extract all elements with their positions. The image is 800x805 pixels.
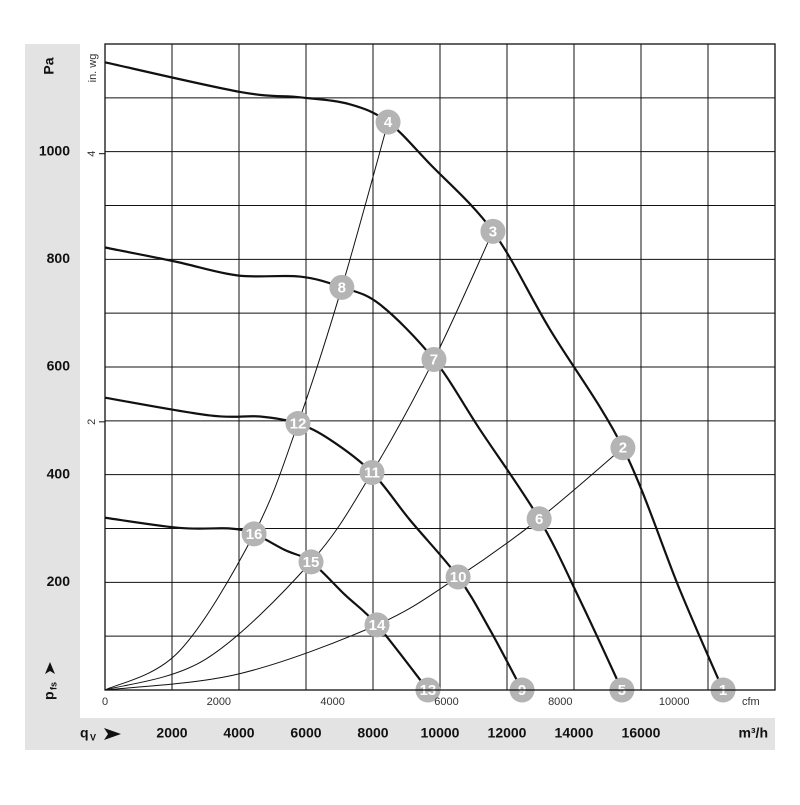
y-tick-label: 400: [47, 465, 71, 481]
fan-curve: [104, 516, 429, 691]
x-tick-label: 2000: [156, 725, 187, 741]
x2-unit-label: cfm: [742, 696, 760, 708]
operating-point-label: 12: [290, 415, 307, 432]
x2-tick-label: 8000: [548, 696, 572, 708]
system-curve: [104, 447, 624, 691]
x2-tick-label: 4000: [320, 696, 344, 708]
x-tick-label: 4000: [223, 725, 254, 741]
operating-point-label: 11: [364, 464, 380, 481]
system-curve: [104, 121, 389, 691]
x-tick-label: 14000: [555, 725, 594, 741]
operating-point-label: 8: [338, 279, 346, 296]
x-tick-label: 10000: [421, 725, 460, 741]
labels: Pa in. wg p fs q V m³/h cfm 200 400 600 800…: [39, 54, 768, 743]
operating-point: [375, 109, 401, 135]
operating-point: [364, 612, 390, 638]
operating-point: [329, 274, 355, 300]
x-quantity-symbol: q: [80, 725, 89, 741]
operating-point: [421, 346, 447, 372]
operating-point-label: 7: [430, 351, 438, 368]
operating-point: [610, 435, 636, 461]
operating-point-label: 2: [619, 440, 627, 457]
x2-tick-label: 0: [102, 696, 108, 708]
operating-point-label: 15: [303, 554, 320, 571]
system-curve: [104, 231, 494, 691]
y-tick-label: 800: [47, 250, 71, 266]
operating-point-label: 3: [489, 223, 497, 240]
x2-tick-label: 10000: [659, 696, 690, 708]
operating-point-label: 4: [384, 114, 393, 131]
operating-point-label: 6: [535, 511, 543, 528]
y2-axis-label: in. wg: [87, 54, 99, 83]
y-quantity: p fs: [41, 662, 58, 700]
fan-curve: [104, 246, 623, 691]
plot-frame: [104, 43, 776, 691]
operating-point-label: 16: [246, 526, 263, 543]
operating-point: [445, 564, 471, 590]
y-tick-label: 1000: [39, 142, 70, 158]
operating-point-label: 10: [450, 569, 467, 586]
y-tick-label: 200: [47, 573, 71, 589]
operating-point: [526, 506, 552, 532]
x-tick-label: 16000: [622, 725, 661, 741]
fan-curve: [104, 396, 524, 691]
y-quantity-subscript: fs: [48, 682, 58, 690]
x-quantity-subscript: V: [90, 732, 96, 742]
operating-point: [285, 411, 311, 437]
operating-point: [298, 549, 324, 575]
y2-tick-label: 4: [86, 151, 98, 157]
y-axis-label: Pa: [41, 57, 57, 74]
x2-tick-label: 6000: [434, 696, 458, 708]
operating-point: [359, 460, 385, 486]
operating-point: [241, 521, 267, 547]
y-quantity-symbol: p: [41, 691, 57, 700]
axis-band: [25, 44, 80, 718]
fan-curve: [104, 61, 725, 691]
y2-tick-label: 2: [86, 419, 98, 425]
arrow: [104, 728, 121, 740]
x-unit-label: m³/h: [738, 725, 768, 741]
axis-band: [25, 718, 775, 750]
y-tick-label: 600: [47, 358, 71, 374]
x-tick-label: 6000: [290, 725, 321, 741]
operating-point: [480, 218, 506, 244]
operating-point-label: 14: [369, 617, 386, 634]
x-tick-label: 12000: [488, 725, 527, 741]
arrow: [45, 662, 55, 674]
x-tick-label: 8000: [357, 725, 388, 741]
x2-tick-label: 2000: [207, 696, 231, 708]
